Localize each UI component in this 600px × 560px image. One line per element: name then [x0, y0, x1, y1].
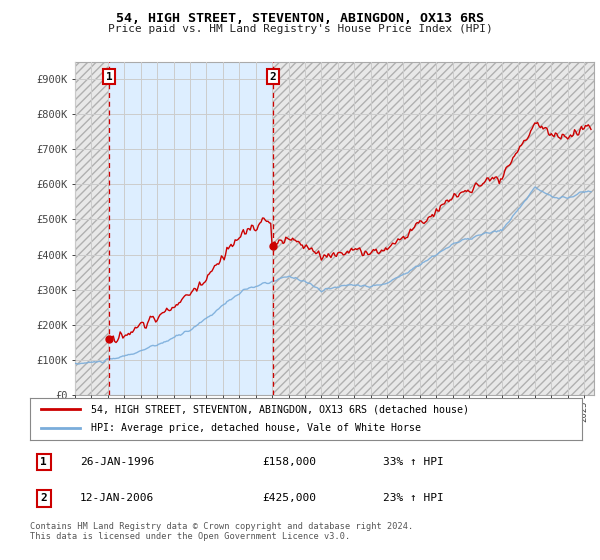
Text: 2: 2 — [40, 493, 47, 503]
Bar — [273, 62, 594, 395]
Bar — [75, 62, 109, 395]
Text: 26-JAN-1996: 26-JAN-1996 — [80, 457, 154, 467]
Text: 54, HIGH STREET, STEVENTON, ABINGDON, OX13 6RS (detached house): 54, HIGH STREET, STEVENTON, ABINGDON, OX… — [91, 404, 469, 414]
Text: 33% ↑ HPI: 33% ↑ HPI — [383, 457, 444, 467]
Text: £158,000: £158,000 — [262, 457, 316, 467]
Bar — [273, 62, 594, 395]
Text: 1: 1 — [40, 457, 47, 467]
Text: Price paid vs. HM Land Registry's House Price Index (HPI): Price paid vs. HM Land Registry's House … — [107, 24, 493, 34]
Text: 2: 2 — [269, 72, 276, 82]
Text: 23% ↑ HPI: 23% ↑ HPI — [383, 493, 444, 503]
Bar — [75, 62, 109, 395]
Text: HPI: Average price, detached house, Vale of White Horse: HPI: Average price, detached house, Vale… — [91, 423, 421, 433]
Text: 54, HIGH STREET, STEVENTON, ABINGDON, OX13 6RS: 54, HIGH STREET, STEVENTON, ABINGDON, OX… — [116, 12, 484, 25]
Text: Contains HM Land Registry data © Crown copyright and database right 2024.
This d: Contains HM Land Registry data © Crown c… — [30, 522, 413, 542]
Text: 12-JAN-2006: 12-JAN-2006 — [80, 493, 154, 503]
Text: 1: 1 — [106, 72, 113, 82]
Text: £425,000: £425,000 — [262, 493, 316, 503]
